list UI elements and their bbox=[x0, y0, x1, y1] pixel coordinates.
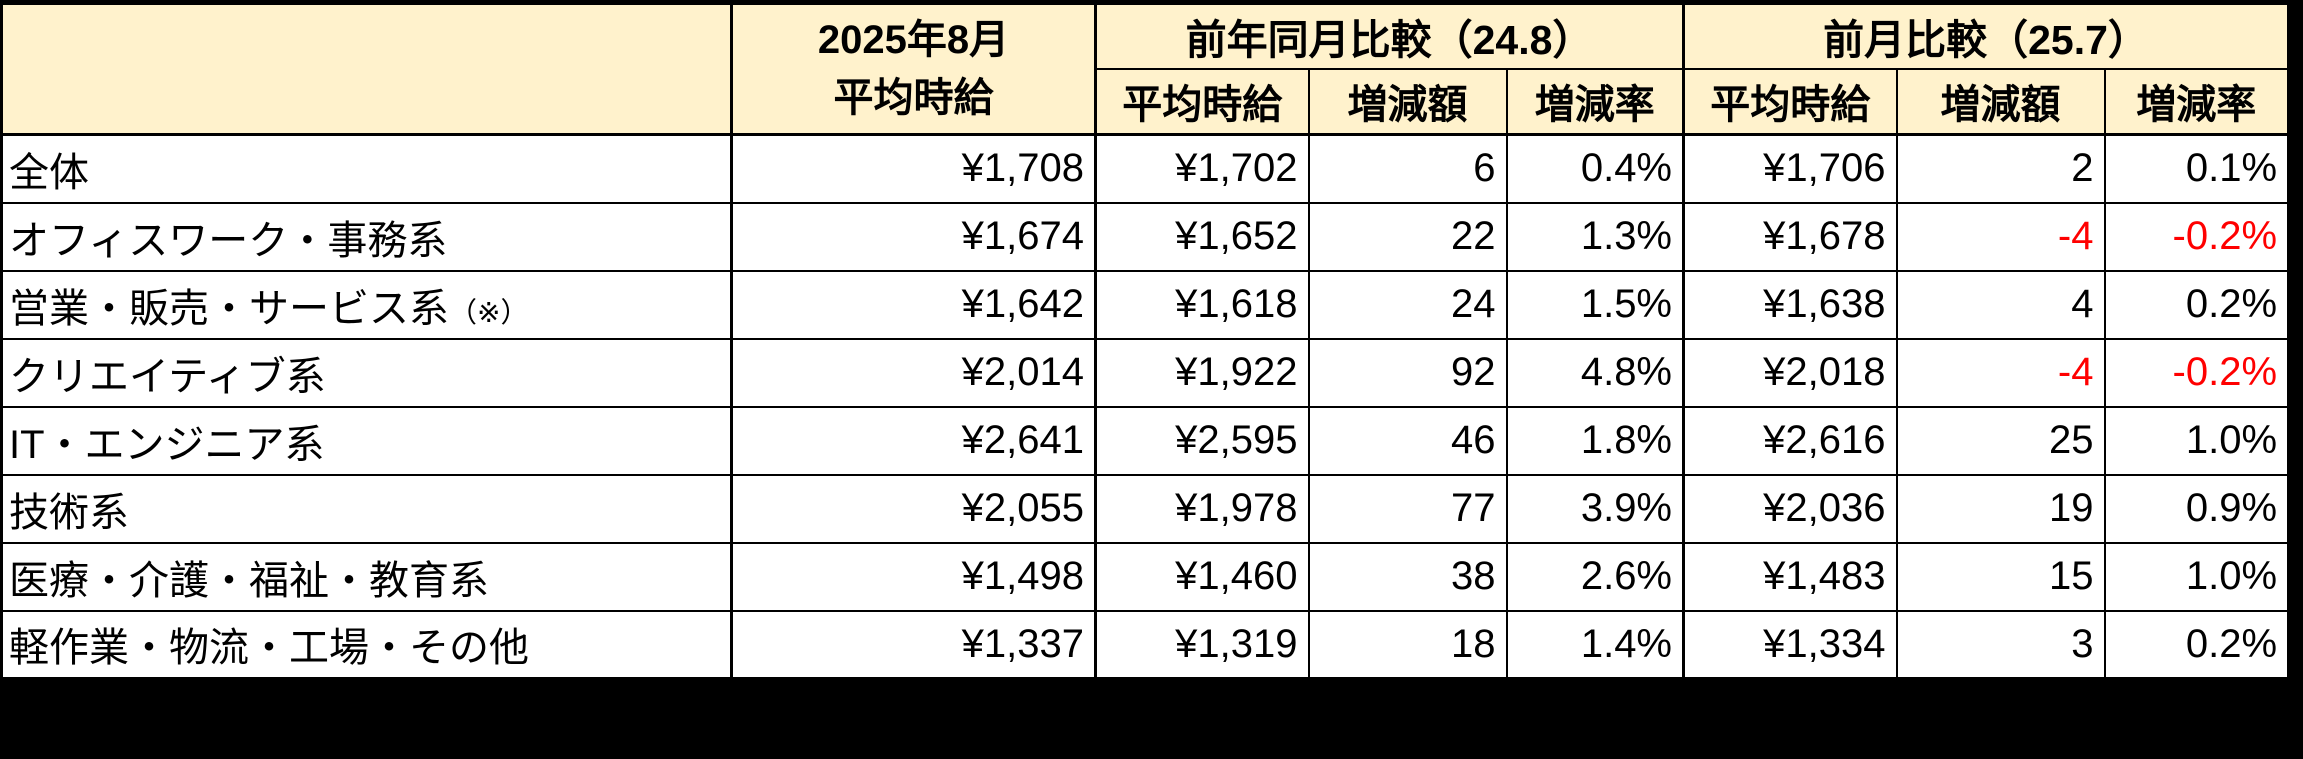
mom-diff-cell: 19 bbox=[1895, 473, 2106, 544]
table-row-office-work: オフィスワーク・事務系 ¥1,674 ¥1,652 22 1.3% ¥1,678… bbox=[0, 201, 2290, 272]
yoy-avg-cell: ¥1,460 bbox=[1094, 541, 1310, 612]
header-current-month: 2025年8月 平均時給 bbox=[730, 0, 1097, 136]
mom-rate-cell: 0.2% bbox=[2103, 269, 2290, 340]
row-label: 全体 bbox=[0, 133, 733, 204]
table-row-sales-service: 営業・販売・サービス系（※） ¥1,642 ¥1,618 24 1.5% ¥1,… bbox=[0, 269, 2290, 340]
header-yoy-rate: 増減率 bbox=[1505, 67, 1685, 136]
table-row-it-engineer: IT・エンジニア系 ¥2,641 ¥2,595 46 1.8% ¥2,616 2… bbox=[0, 405, 2290, 476]
mom-diff-cell: -4 bbox=[1895, 337, 2106, 408]
yoy-rate-cell: 4.8% bbox=[1505, 337, 1685, 408]
row-label: IT・エンジニア系 bbox=[0, 405, 733, 476]
header-yoy-group: 前年同月比較（24.8） bbox=[1094, 0, 1685, 70]
header-mom-rate: 増減率 bbox=[2103, 67, 2290, 136]
yoy-diff-cell: 24 bbox=[1307, 269, 1508, 340]
mom-rate-cell: 1.0% bbox=[2103, 405, 2290, 476]
mom-avg-cell: ¥2,036 bbox=[1682, 473, 1898, 544]
yoy-avg-cell: ¥1,652 bbox=[1094, 201, 1310, 272]
header-yoy-diff: 増減額 bbox=[1307, 67, 1508, 136]
header-mom-group: 前月比較（25.7） bbox=[1681, 0, 2290, 70]
mom-diff-cell: 2 bbox=[1895, 133, 2106, 204]
mom-avg-cell: ¥1,706 bbox=[1682, 133, 1898, 204]
row-label: オフィスワーク・事務系 bbox=[0, 201, 733, 272]
mom-rate-cell: 0.1% bbox=[2103, 133, 2290, 204]
mom-rate-cell: 1.0% bbox=[2103, 541, 2290, 612]
row-label: 医療・介護・福祉・教育系 bbox=[0, 541, 733, 612]
mom-diff-cell: 3 bbox=[1895, 609, 2106, 680]
mom-rate-cell: -0.2% bbox=[2103, 201, 2290, 272]
table-row-creative: クリエイティブ系 ¥2,014 ¥1,922 92 4.8% ¥2,018 -4… bbox=[0, 337, 2290, 408]
yoy-diff-cell: 92 bbox=[1307, 337, 1508, 408]
yoy-rate-cell: 1.8% bbox=[1505, 405, 1685, 476]
yoy-rate-cell: 3.9% bbox=[1505, 473, 1685, 544]
yoy-avg-cell: ¥1,618 bbox=[1094, 269, 1310, 340]
yoy-avg-cell: ¥2,595 bbox=[1094, 405, 1310, 476]
mom-diff-cell: 4 bbox=[1895, 269, 2106, 340]
mom-rate-cell: -0.2% bbox=[2103, 337, 2290, 408]
mom-avg-cell: ¥1,334 bbox=[1682, 609, 1898, 680]
mom-avg-cell: ¥1,483 bbox=[1682, 541, 1898, 612]
header-yoy-avg: 平均時給 bbox=[1094, 67, 1310, 136]
wage-table: 2025年8月 平均時給 前年同月比較（24.8） 前月比較（25.7） 平均時… bbox=[0, 0, 2291, 680]
row-label: 技術系 bbox=[0, 473, 733, 544]
row-label: 営業・販売・サービス系（※） bbox=[0, 269, 733, 340]
mom-avg-cell: ¥1,678 bbox=[1682, 201, 1898, 272]
table-row-light-work-logistics: 軽作業・物流・工場・その他 ¥1,337 ¥1,319 18 1.4% ¥1,3… bbox=[0, 609, 2290, 680]
header-mom-diff: 増減額 bbox=[1895, 67, 2106, 136]
mom-avg-cell: ¥2,616 bbox=[1682, 405, 1898, 476]
current-avg-cell: ¥2,014 bbox=[730, 337, 1097, 408]
row-label-note: （※） bbox=[449, 296, 529, 328]
yoy-diff-cell: 18 bbox=[1307, 609, 1508, 680]
yoy-diff-cell: 77 bbox=[1307, 473, 1508, 544]
yoy-diff-cell: 46 bbox=[1307, 405, 1508, 476]
yoy-rate-cell: 1.4% bbox=[1505, 609, 1685, 680]
header-current-month-line1: 2025年8月 bbox=[817, 18, 1010, 62]
current-avg-cell: ¥1,498 bbox=[730, 541, 1097, 612]
mom-diff-cell: 25 bbox=[1895, 405, 2106, 476]
mom-avg-cell: ¥1,638 bbox=[1682, 269, 1898, 340]
yoy-avg-cell: ¥1,978 bbox=[1094, 473, 1310, 544]
current-avg-cell: ¥1,674 bbox=[730, 201, 1097, 272]
mom-rate-cell: 0.2% bbox=[2103, 609, 2290, 680]
table-row-technical: 技術系 ¥2,055 ¥1,978 77 3.9% ¥2,036 19 0.9% bbox=[0, 473, 2290, 544]
yoy-rate-cell: 1.3% bbox=[1505, 201, 1685, 272]
mom-diff-cell: 15 bbox=[1895, 541, 2106, 612]
header-current-month-line2: 平均時給 bbox=[833, 76, 994, 120]
yoy-avg-cell: ¥1,702 bbox=[1094, 133, 1310, 204]
header-group-row: 2025年8月 平均時給 前年同月比較（24.8） 前月比較（25.7） bbox=[0, 0, 2290, 136]
mom-rate-cell: 0.9% bbox=[2103, 473, 2290, 544]
current-avg-cell: ¥1,642 bbox=[730, 269, 1097, 340]
row-label: クリエイティブ系 bbox=[0, 337, 733, 408]
yoy-rate-cell: 2.6% bbox=[1505, 541, 1685, 612]
current-avg-cell: ¥2,055 bbox=[730, 473, 1097, 544]
current-avg-cell: ¥2,641 bbox=[730, 405, 1097, 476]
table-row-medical-care: 医療・介護・福祉・教育系 ¥1,498 ¥1,460 38 2.6% ¥1,48… bbox=[0, 541, 2290, 612]
yoy-avg-cell: ¥1,319 bbox=[1094, 609, 1310, 680]
yoy-diff-cell: 22 bbox=[1307, 201, 1508, 272]
mom-avg-cell: ¥2,018 bbox=[1682, 337, 1898, 408]
header-sub-row: 平均時給 増減額 増減率 平均時給 増減額 増減率 bbox=[2, 67, 2290, 136]
current-avg-cell: ¥1,708 bbox=[730, 133, 1097, 204]
current-avg-cell: ¥1,337 bbox=[730, 609, 1097, 680]
yoy-rate-cell: 1.5% bbox=[1505, 269, 1685, 340]
mom-diff-cell: -4 bbox=[1895, 201, 2106, 272]
header-mom-avg: 平均時給 bbox=[1682, 67, 1898, 136]
table-row-overall: 全体 ¥1,708 ¥1,702 6 0.4% ¥1,706 2 0.1% bbox=[0, 133, 2290, 204]
yoy-diff-cell: 38 bbox=[1307, 541, 1508, 612]
row-label: 軽作業・物流・工場・その他 bbox=[0, 609, 733, 680]
yoy-rate-cell: 0.4% bbox=[1505, 133, 1685, 204]
header-corner-cell bbox=[0, 0, 733, 136]
yoy-diff-cell: 6 bbox=[1307, 133, 1508, 204]
yoy-avg-cell: ¥1,922 bbox=[1094, 337, 1310, 408]
